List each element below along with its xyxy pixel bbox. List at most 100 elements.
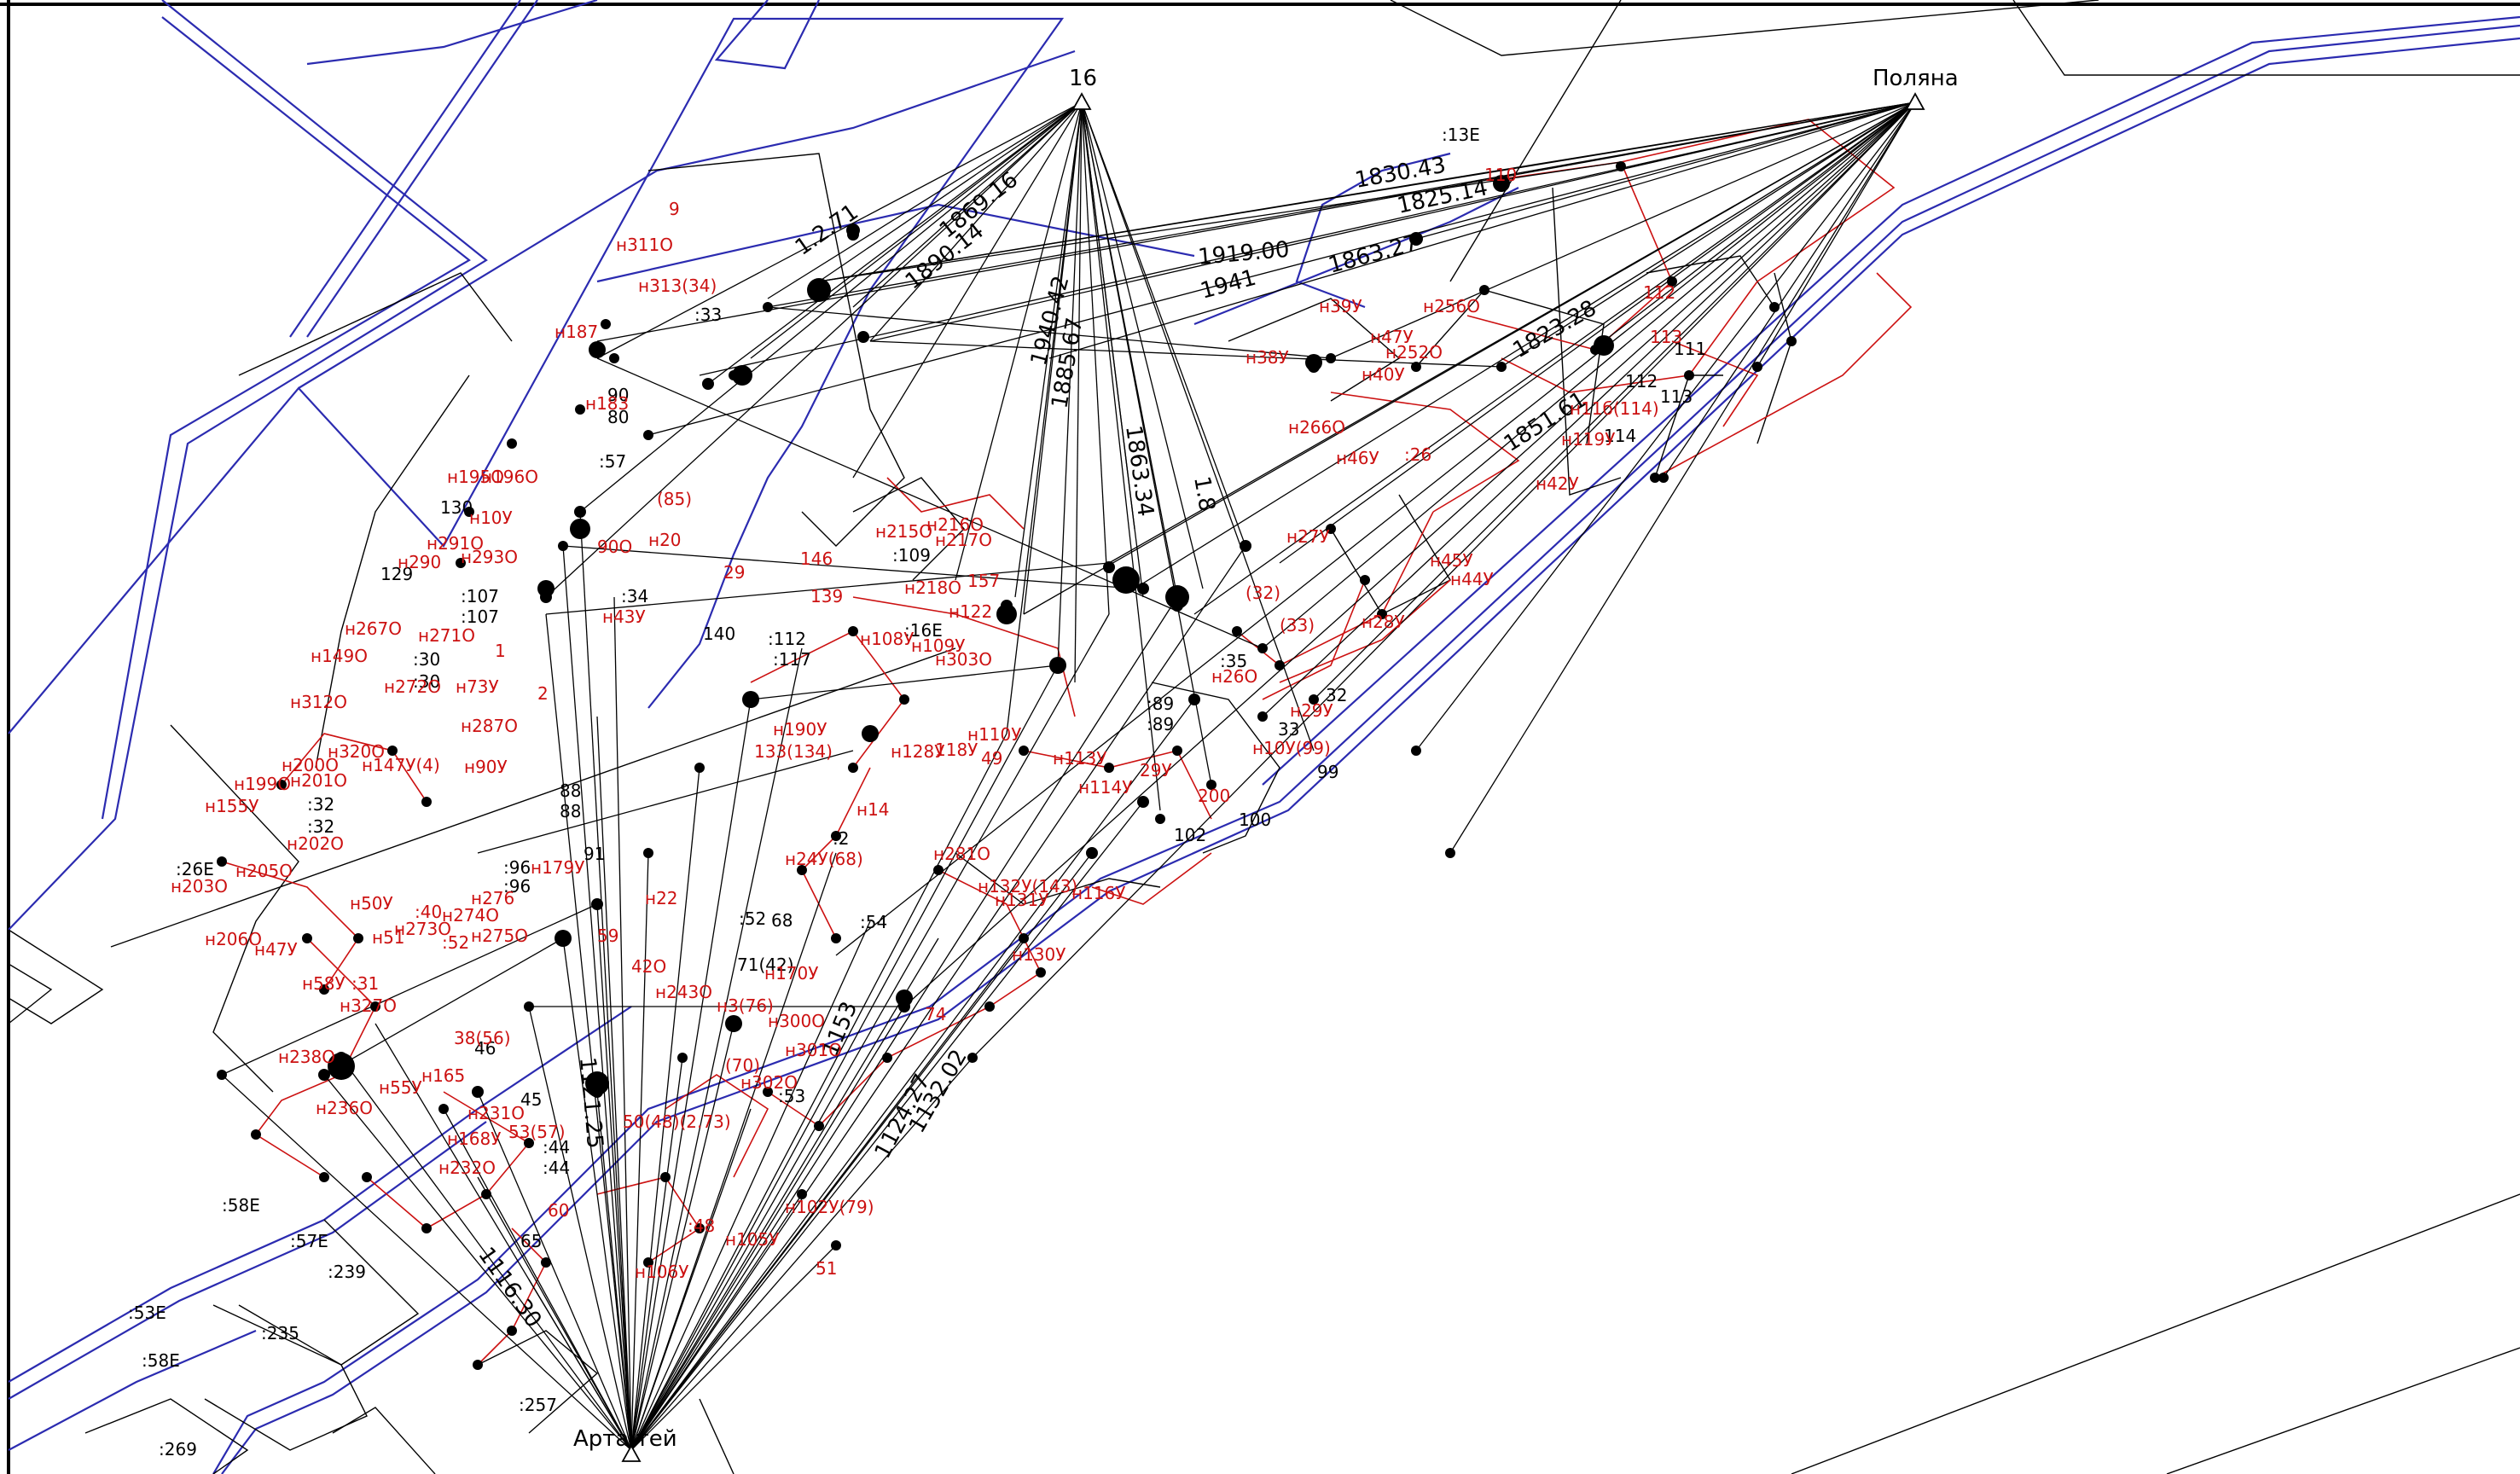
point-label: :53 bbox=[778, 1086, 805, 1106]
point-label: н119У bbox=[1561, 429, 1615, 450]
point-label: 113 bbox=[1660, 386, 1693, 407]
point-label: :57 bbox=[599, 451, 626, 472]
point-label: н170У bbox=[764, 963, 818, 984]
point-label: :44 bbox=[543, 1137, 570, 1158]
station-artaktey-triangle[interactable] bbox=[621, 1444, 642, 1462]
point-label: 129 bbox=[380, 564, 413, 584]
point-label: :89 bbox=[1147, 693, 1174, 714]
point-label: :107 bbox=[461, 586, 499, 606]
point-label: :112 bbox=[768, 629, 806, 649]
point-label: :257 bbox=[519, 1395, 557, 1415]
point-label: :96 bbox=[503, 876, 531, 897]
point-label: н20 bbox=[648, 530, 682, 550]
point-label: :33 bbox=[694, 305, 722, 325]
point-label: н203О bbox=[171, 876, 228, 897]
point-label: н149О bbox=[311, 646, 368, 666]
point-label: н131У bbox=[995, 890, 1048, 910]
station-16-triangle[interactable] bbox=[1071, 92, 1092, 110]
point-label: :30 bbox=[413, 671, 440, 692]
point-label: н199О bbox=[234, 774, 291, 794]
point-label: н272О bbox=[384, 676, 441, 697]
point-label: н44У bbox=[1450, 569, 1494, 589]
point-label: н51 bbox=[372, 927, 405, 948]
point-clusters bbox=[328, 175, 1614, 1095]
point-label: н58У bbox=[302, 973, 345, 994]
point-label: :32 bbox=[307, 794, 334, 815]
point-label: (33) bbox=[1280, 615, 1315, 635]
survey-parcels bbox=[8, 0, 2520, 1474]
point-label: 88 bbox=[560, 781, 581, 801]
point-label: 51 bbox=[816, 1258, 837, 1279]
point-label: н183 bbox=[585, 393, 629, 414]
point-label: 33 bbox=[1278, 719, 1299, 740]
point-label: 46 bbox=[474, 1038, 496, 1059]
point-label: н231О bbox=[467, 1103, 525, 1123]
station-markers bbox=[621, 92, 1925, 1462]
point-label: н29У bbox=[1290, 700, 1333, 721]
point-label: н26О bbox=[1211, 666, 1257, 687]
station-polyana-label[interactable]: Поляна bbox=[1873, 66, 1959, 91]
point-label: н40У bbox=[1362, 364, 1405, 385]
point-label: :58E bbox=[222, 1195, 260, 1216]
point-label: н147У(4) bbox=[362, 755, 440, 775]
measure-label: 1.8 bbox=[1188, 474, 1220, 514]
point-label: н274О bbox=[442, 905, 499, 926]
point-label: 157 bbox=[967, 571, 1000, 591]
point-label: н179У bbox=[531, 857, 584, 878]
station-artaktey-label[interactable]: Арта.тей bbox=[573, 1426, 677, 1452]
point-label: 90О bbox=[597, 537, 632, 557]
point-label: н11б(114) bbox=[1570, 398, 1659, 419]
point-label: 59 bbox=[597, 926, 618, 946]
point-label: 68 bbox=[771, 910, 793, 931]
point-label: :2 bbox=[833, 828, 849, 849]
point-label: :13E bbox=[1442, 125, 1480, 145]
point-label: н10У(99) bbox=[1252, 738, 1331, 758]
point-label: 53(57) bbox=[508, 1122, 566, 1142]
point-label: 65 bbox=[520, 1231, 542, 1251]
point-label: 114 bbox=[1604, 426, 1636, 446]
point-label: н116У bbox=[1071, 883, 1125, 903]
point-label: 38(56) bbox=[454, 1028, 511, 1048]
point-label: 112 bbox=[1625, 371, 1658, 392]
point-label: 100 bbox=[1239, 810, 1271, 830]
point-label: н200О bbox=[282, 755, 339, 775]
point-label: (32) bbox=[1245, 583, 1280, 603]
point-label: н206О bbox=[205, 929, 262, 949]
point-label: н132У(143) bbox=[978, 876, 1077, 897]
point-label: н287О bbox=[461, 716, 518, 736]
point-label: н22 bbox=[645, 888, 678, 908]
point-label: :52 bbox=[739, 908, 766, 929]
point-label: :269 bbox=[159, 1439, 197, 1459]
point-label: н14 bbox=[856, 799, 890, 820]
point-label: н281О bbox=[933, 844, 990, 864]
point-label: н327О bbox=[340, 995, 397, 1016]
point-label: н106У bbox=[635, 1262, 688, 1282]
point-label: н39У bbox=[1319, 296, 1362, 316]
point-label: н216О bbox=[926, 514, 984, 535]
point-label: 74 bbox=[925, 1004, 946, 1024]
point-label: :31 bbox=[351, 973, 379, 994]
point-label: н311О bbox=[616, 235, 673, 255]
point-label: н290 bbox=[398, 552, 441, 572]
point-label: н202О bbox=[287, 833, 344, 854]
point-label: н303О bbox=[935, 649, 992, 670]
point-label: :89 bbox=[1147, 714, 1174, 734]
point-label: 50(48)(2.73) bbox=[623, 1111, 731, 1132]
point-label: 32 bbox=[1326, 685, 1347, 705]
station-polyana-triangle[interactable] bbox=[1905, 92, 1925, 110]
point-label: н243О bbox=[655, 982, 712, 1002]
point-label: :26 bbox=[1404, 444, 1431, 465]
point-label: н187 bbox=[555, 322, 598, 342]
point-label: :16E bbox=[904, 620, 943, 641]
point-label: н218О bbox=[904, 577, 961, 598]
survey-rays bbox=[221, 102, 1916, 1451]
black-point-labels: :13E 111 112 113 114 :109 :16E :112 :117… bbox=[128, 125, 1706, 1459]
point-label: 45 bbox=[520, 1089, 542, 1110]
point-label: :239 bbox=[328, 1262, 366, 1282]
point-label: :57E bbox=[290, 1231, 328, 1251]
point-label: н110У bbox=[967, 724, 1021, 745]
point-label: 2 bbox=[537, 683, 549, 704]
station-16-label[interactable]: 16 bbox=[1069, 66, 1097, 91]
